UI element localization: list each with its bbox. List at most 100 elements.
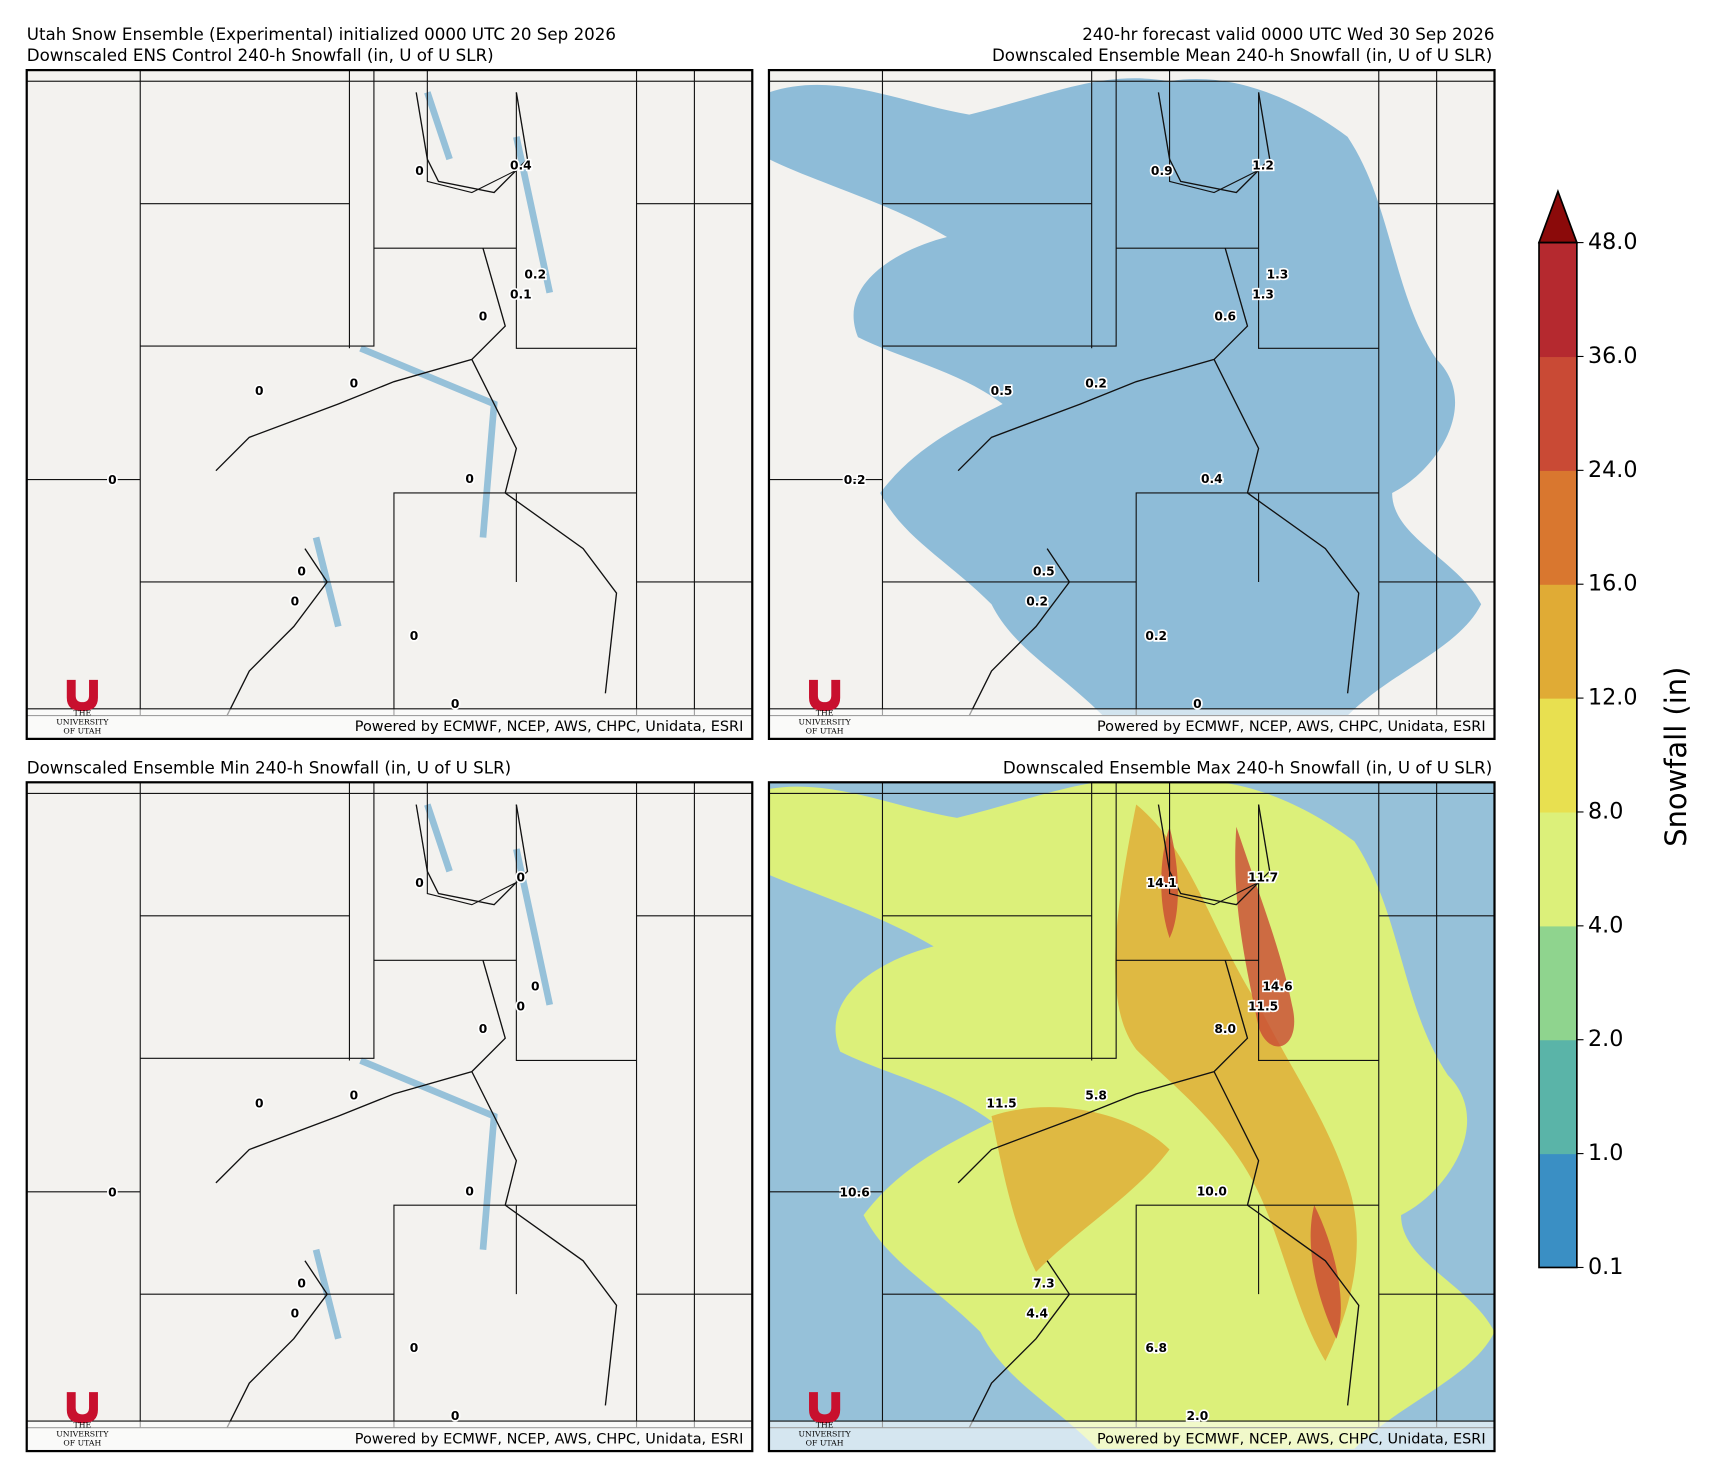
logo-text: THE xyxy=(816,1421,834,1430)
point-label: 6.8 xyxy=(1145,1341,1167,1355)
logo-mark xyxy=(809,1392,841,1424)
colorbar-band xyxy=(1539,1153,1577,1269)
colorbar-tick-label: 24.0 xyxy=(1588,457,1638,483)
point-label: 0.1 xyxy=(510,287,532,301)
point-label: 0 xyxy=(465,472,474,486)
point-label: 0 xyxy=(297,564,306,578)
point-label: 0 xyxy=(465,1184,474,1198)
point-label: 0 xyxy=(415,876,424,890)
logo-text: UNIVERSITY xyxy=(56,1430,109,1439)
point-label: 0.2 xyxy=(1026,595,1048,609)
logo-mark xyxy=(66,1392,98,1424)
point-label: 0.2 xyxy=(1085,376,1107,390)
logo-text: UNIVERSITY xyxy=(798,717,851,726)
point-label: 11.7 xyxy=(1248,870,1278,884)
point-label: 10.0 xyxy=(1197,1184,1227,1198)
logo-text: THE xyxy=(74,1421,92,1430)
point-label: 0.6 xyxy=(1214,310,1236,324)
point-label: 0 xyxy=(451,1409,460,1423)
point-label: 0.5 xyxy=(991,384,1013,398)
colorbar-tick-label: 36.0 xyxy=(1588,343,1638,369)
colorbar-tick-label: 16.0 xyxy=(1588,571,1638,597)
colorbar-band xyxy=(1539,925,1577,1041)
point-label: 0 xyxy=(350,376,359,390)
map-panel: Downscaled ENS Control 240-h Snowfall (i… xyxy=(25,46,754,741)
map-panel: Downscaled Ensemble Mean 240-h Snowfall … xyxy=(767,46,1496,741)
point-label: 0.5 xyxy=(1033,564,1055,578)
colorbar-extend xyxy=(1537,188,1579,244)
top-strip xyxy=(768,782,1495,794)
snow-area xyxy=(312,803,554,1340)
logo-text: OF UTAH xyxy=(63,726,101,735)
point-label: 0 xyxy=(291,1307,300,1321)
credit-strip xyxy=(768,1421,1495,1452)
point-label: 0 xyxy=(410,629,419,643)
colorbar-band xyxy=(1539,811,1577,927)
logo-text: OF UTAH xyxy=(806,1439,844,1448)
header-left: Utah Snow Ensemble (Experimental) initia… xyxy=(27,25,616,44)
point-label: 11.5 xyxy=(1248,1000,1278,1014)
colorbar-tick-label: 0.1 xyxy=(1588,1254,1623,1280)
point-label: 0.4 xyxy=(1201,472,1223,486)
point-label: 0.2 xyxy=(524,267,546,281)
credit: Powered by ECMWF, NCEP, AWS, CHPC, Unida… xyxy=(355,719,744,735)
point-label: 0 xyxy=(297,1277,306,1291)
logo-text: OF UTAH xyxy=(63,1439,101,1448)
point-label: 11.5 xyxy=(986,1096,1016,1110)
point-label: 5.8 xyxy=(1085,1089,1107,1103)
credit: Powered by ECMWF, NCEP, AWS, CHPC, Unida… xyxy=(1097,719,1486,735)
point-label: 14.6 xyxy=(1262,980,1292,994)
point-label: 7.3 xyxy=(1033,1277,1055,1291)
logo-text: UNIVERSITY xyxy=(56,717,109,726)
point-label: 10.6 xyxy=(840,1185,870,1199)
colorbar-tick-label: 1.0 xyxy=(1588,1140,1623,1166)
terrain xyxy=(26,70,753,739)
panel-title: Downscaled Ensemble Min 240-h Snowfall (… xyxy=(27,758,511,777)
logo-text: THE xyxy=(74,709,92,718)
map-panel: Downscaled Ensemble Max 240-h Snowfall (… xyxy=(767,758,1496,1453)
colorbar-band xyxy=(1539,584,1577,699)
point-label: 0 xyxy=(410,1341,419,1355)
point-label: 0 xyxy=(255,1096,264,1110)
colorbar-band xyxy=(1539,242,1577,358)
credit: Powered by ECMWF, NCEP, AWS, CHPC, Unida… xyxy=(1097,1431,1486,1447)
point-label: 0 xyxy=(517,870,526,884)
colorbar-label: Snowfall (in) xyxy=(1659,667,1693,847)
top-strip xyxy=(768,70,1495,82)
colorbar-tick-label: 4.0 xyxy=(1588,912,1623,938)
colorbar-tick-label: 48.0 xyxy=(1588,229,1638,255)
point-label: 0.9 xyxy=(1151,164,1173,178)
colorbar-band xyxy=(1539,1039,1577,1155)
point-label: 1.3 xyxy=(1267,267,1289,281)
point-label: 0.2 xyxy=(844,473,866,487)
colorbar-frame xyxy=(1538,241,1578,1269)
point-label: 0 xyxy=(415,164,424,178)
logo-text: THE xyxy=(816,709,834,718)
point-label: 0 xyxy=(479,1022,488,1036)
credit-strip xyxy=(26,708,753,739)
snow-area xyxy=(312,91,554,628)
point-label: 0 xyxy=(350,1089,359,1103)
panels: Downscaled ENS Control 240-h Snowfall (i… xyxy=(25,46,1496,1453)
point-label: 0 xyxy=(291,595,300,609)
top-strip xyxy=(26,782,753,794)
point-label: 8.0 xyxy=(1214,1022,1236,1036)
credit-strip xyxy=(768,708,1495,739)
panel-frame xyxy=(25,68,754,741)
point-label: 0 xyxy=(108,1185,117,1199)
panel-title: Downscaled Ensemble Mean 240-h Snowfall … xyxy=(992,46,1492,65)
colorbar-band xyxy=(1539,356,1577,471)
logo-mark xyxy=(66,679,98,712)
logo-mark xyxy=(809,679,841,712)
panel-frame xyxy=(767,68,1496,741)
point-label: 14.1 xyxy=(1147,876,1177,890)
credit-strip xyxy=(26,1421,753,1452)
colorbar-band xyxy=(1539,470,1577,585)
map: 1.2 0.9 1.3 1.3 0.6 0.2 0.5 0.4 0.2 0.5 0.2 0.2 0 THE… xyxy=(768,70,1495,739)
point-label: 1.2 xyxy=(1252,158,1274,172)
colorbar: 0.1 1.0 2.0 4.0 8.0 12.0 16.0 24.0 36.0 48.0 Snowf… xyxy=(1537,188,1693,1280)
point-label: 0 xyxy=(1193,697,1202,711)
map: 11.7 14.1 14.6 11.5 8.0 5.8 11.5 10.0 10.6 7.3 4.4… xyxy=(768,782,1495,1452)
